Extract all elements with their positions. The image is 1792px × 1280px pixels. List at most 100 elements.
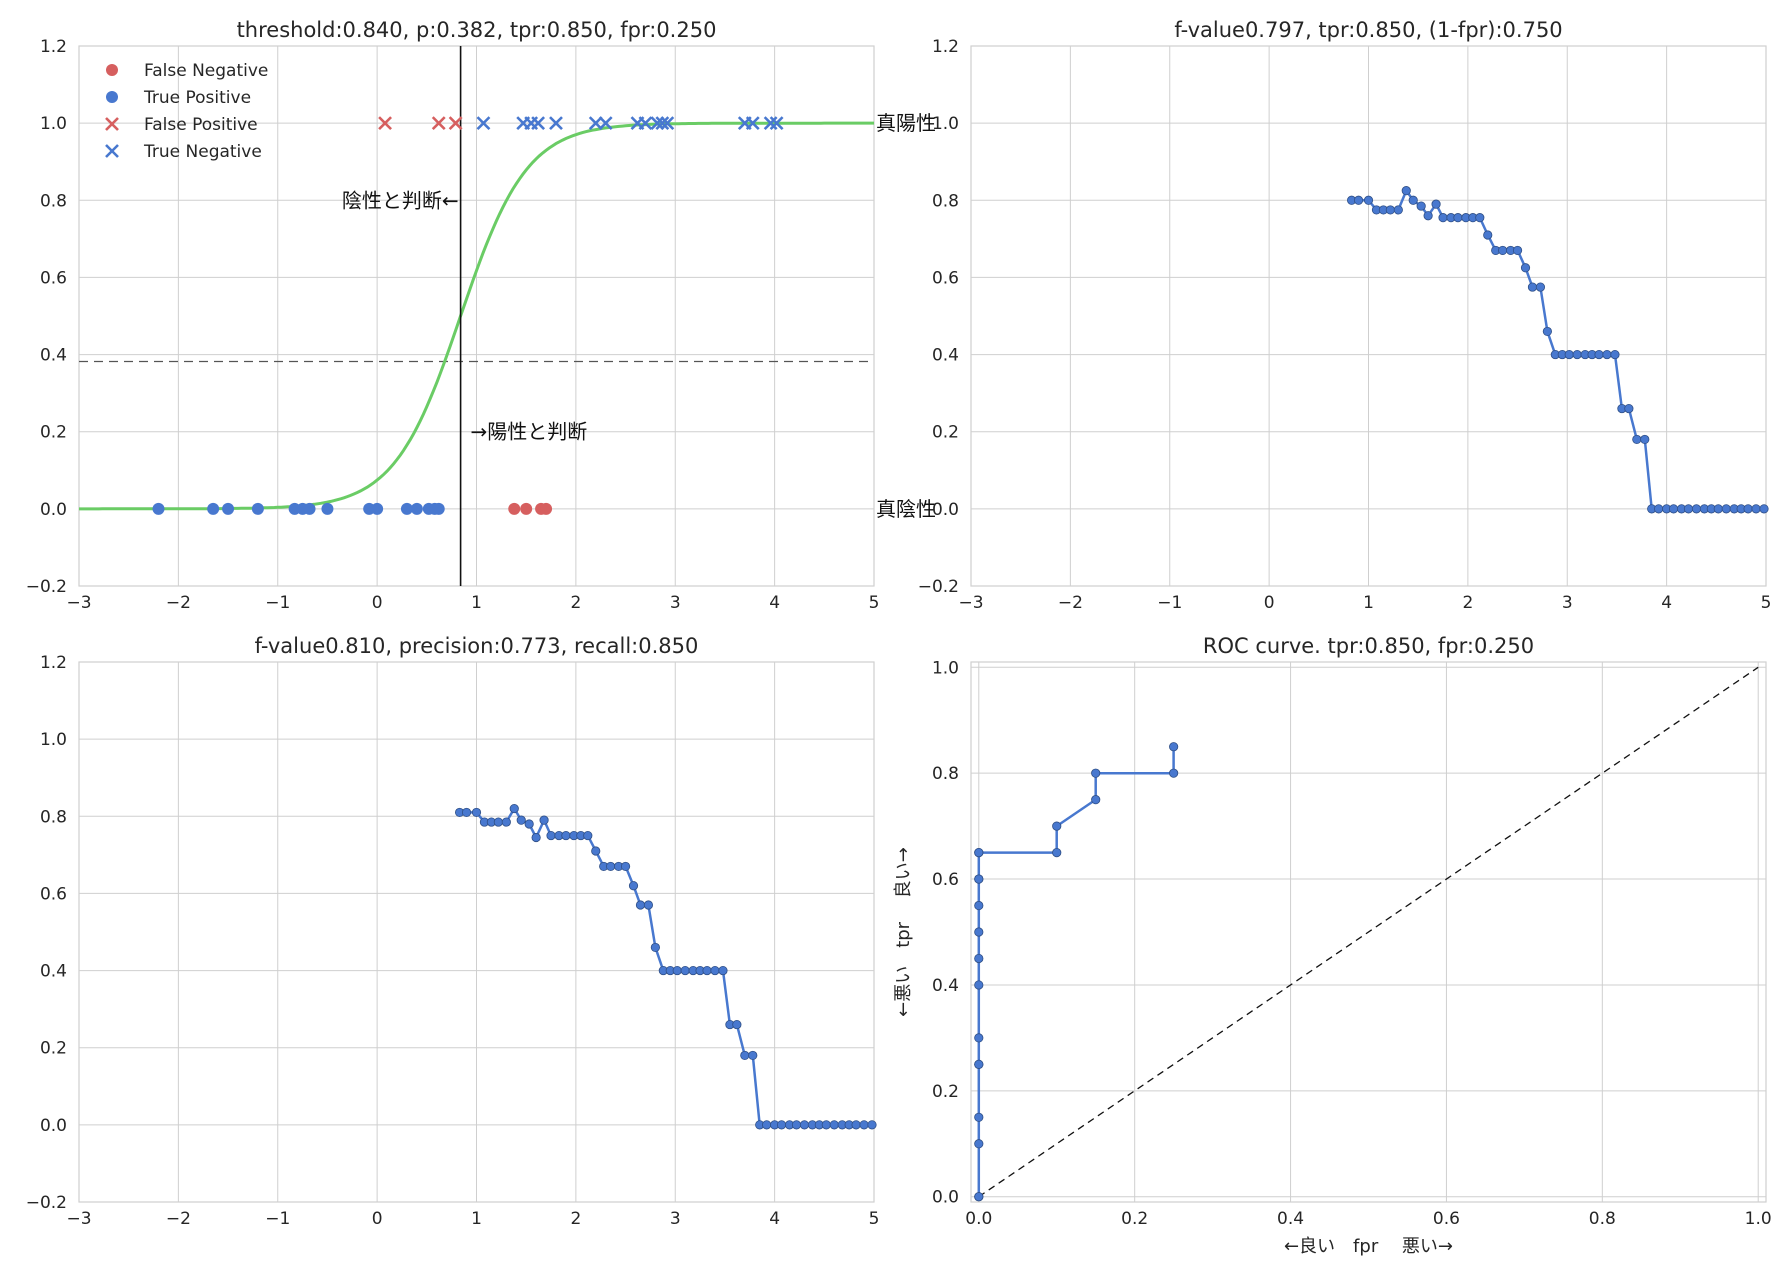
annotation: →陽性と判断 xyxy=(471,420,588,444)
y-tick-label: −0.2 xyxy=(26,577,67,597)
legend-label: False Negative xyxy=(144,61,268,81)
data-point xyxy=(1431,199,1441,209)
data-point xyxy=(1385,205,1395,215)
data-point-x xyxy=(650,116,665,131)
data-point-x-stroke xyxy=(378,116,392,131)
data-point-x-stroke xyxy=(476,116,491,131)
y-tick-label: 0.2 xyxy=(932,423,959,443)
diagonal-reference-line xyxy=(978,666,1759,1198)
data-point-x xyxy=(655,116,670,131)
legend: False Negative True Positive False Positiv… xyxy=(105,61,268,162)
data-point xyxy=(974,1192,984,1202)
x-tick-label: 1 xyxy=(1363,593,1374,613)
annotation: 真陽性 xyxy=(876,111,936,135)
data-point-x xyxy=(763,116,778,131)
x-tick-label: 3 xyxy=(670,593,681,613)
data-point xyxy=(1401,186,1411,196)
x-tick-label: −1 xyxy=(265,593,290,613)
legend-marker xyxy=(106,64,118,76)
data-point-x-stroke xyxy=(650,116,665,131)
data-point xyxy=(561,830,571,841)
data-point-x xyxy=(531,116,546,131)
x-tick-label: 5 xyxy=(869,1209,880,1229)
y-tick-label: 0.8 xyxy=(932,764,959,784)
data-point xyxy=(1713,504,1723,514)
data-point xyxy=(531,832,541,843)
data-point xyxy=(432,502,445,515)
data-point xyxy=(732,1019,742,1030)
data-point xyxy=(1438,213,1448,223)
data-point-x-stroke xyxy=(531,116,546,131)
y-tick-label: 0.8 xyxy=(40,191,67,211)
data-point xyxy=(400,502,413,515)
data-point xyxy=(1408,195,1418,205)
data-point xyxy=(799,1120,810,1130)
data-point xyxy=(672,965,682,976)
y-axis-label: ←悪い tpr 良い→ xyxy=(893,847,914,1017)
y-tick-label: 0.2 xyxy=(40,423,67,443)
x-tick-label: −2 xyxy=(166,593,191,613)
data-point xyxy=(974,1139,984,1149)
y-tick-label: 0.2 xyxy=(932,1082,959,1102)
data-point xyxy=(974,847,984,858)
data-point xyxy=(680,965,690,976)
legend-marker-stroke xyxy=(105,144,119,158)
data-point-x-stroke xyxy=(745,116,760,131)
data-point xyxy=(152,502,165,515)
series-line xyxy=(1351,188,1764,511)
legend-marker xyxy=(105,117,119,131)
chart-title: f-value0.810, precision:0.773, recall:0.… xyxy=(255,634,699,658)
data-point xyxy=(321,502,334,515)
grid-lines xyxy=(971,662,1766,1202)
y-tick-label: 1.2 xyxy=(40,653,67,673)
x-tick-label: 3 xyxy=(1562,593,1573,613)
x-tick-label: 0 xyxy=(372,593,383,613)
data-point xyxy=(471,807,482,818)
panel-classification: −3 −2 −1 0 1 2 3 4 5 −0.2 0.0 0.2 0.4 0.6 0.8 1.0 1.2 thr… xyxy=(26,18,936,613)
y-tick-label: 0.4 xyxy=(932,346,959,366)
data-point xyxy=(851,1120,861,1130)
x-tick-label: 4 xyxy=(1661,593,1672,613)
plot-frame xyxy=(970,45,1767,587)
x-tick-label: 0.4 xyxy=(1277,1209,1304,1229)
data-point xyxy=(1363,195,1374,205)
data-point-x-stroke xyxy=(588,116,603,131)
x-tick-label: 0.8 xyxy=(1589,1209,1616,1229)
data-point xyxy=(974,980,984,990)
legend-marker xyxy=(105,144,119,158)
data-point-x xyxy=(431,116,446,131)
data-point xyxy=(606,861,616,872)
x-tick-label: −2 xyxy=(1058,593,1083,613)
x-tick-label: −1 xyxy=(1157,593,1182,613)
x-tick-label: 0.2 xyxy=(1121,1209,1148,1229)
plot-frame xyxy=(78,661,875,1203)
data-point-x-stroke xyxy=(763,116,778,131)
data-point xyxy=(643,900,654,910)
plot-frame xyxy=(970,661,1767,1203)
data-point xyxy=(718,965,728,976)
data-point xyxy=(1691,504,1702,514)
y-tick-label: 0.0 xyxy=(40,1116,67,1136)
data-point xyxy=(974,953,984,964)
data-point xyxy=(791,1120,802,1130)
data-point xyxy=(650,942,660,953)
data-point xyxy=(974,1059,984,1069)
legend-label: True Positive xyxy=(143,88,251,108)
data-point xyxy=(702,965,712,976)
data-point-x xyxy=(745,116,760,131)
grid-lines xyxy=(970,45,1767,587)
legend-marker xyxy=(106,91,118,103)
panel-fvalue-precision: −3 −2 −1 0 1 2 3 4 5 −0.2 0.0 0.2 0.4 0.6 0.8 1.0 1.2 f-v… xyxy=(26,634,880,1229)
data-point xyxy=(620,861,631,872)
series-line xyxy=(977,746,1175,1197)
data-point xyxy=(859,1120,869,1130)
data-point xyxy=(748,1050,758,1061)
data-point xyxy=(1483,230,1493,240)
data-point xyxy=(461,807,472,818)
y-tick-label: 0.4 xyxy=(40,962,67,982)
y-tick-label: 1.0 xyxy=(932,114,959,134)
panel-fvalue-tpr: −3 −2 −1 0 1 2 3 4 5 −0.2 0.0 0.2 0.4 0.6 0.8 1.0 1.2 f-v… xyxy=(918,18,1772,613)
x-tick-label: 4 xyxy=(769,593,780,613)
x-tick-label: 1 xyxy=(471,1209,482,1229)
data-point-x-stroke xyxy=(448,116,463,131)
